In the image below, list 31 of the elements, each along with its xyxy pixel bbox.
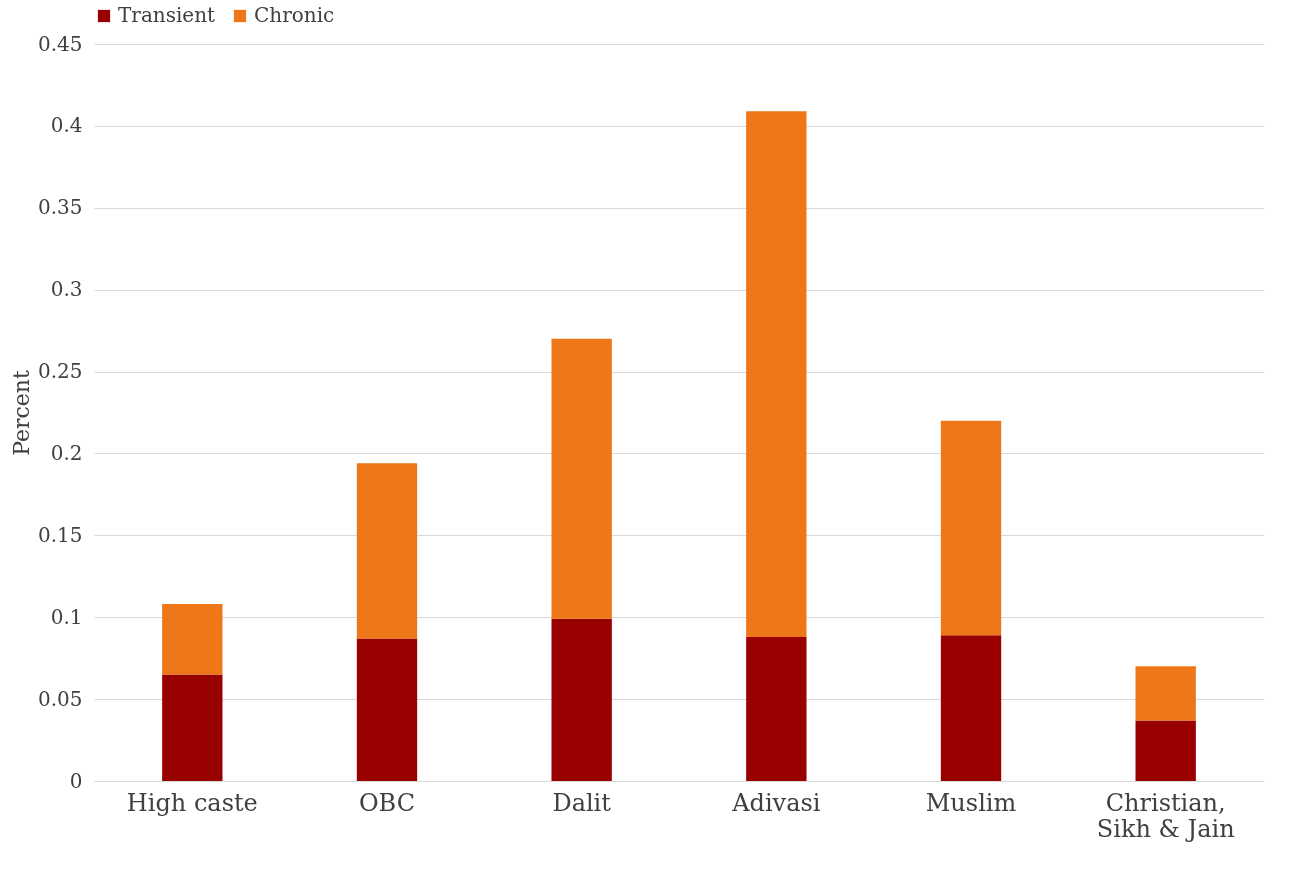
y-tick-label: 0.35 [37, 195, 83, 220]
bar [746, 111, 807, 637]
bar [551, 338, 612, 619]
bar [162, 674, 223, 781]
y-tick-label: 0.25 [37, 359, 83, 384]
y-tick-label: 0.4 [50, 113, 83, 138]
y-tick-label: 0 [69, 768, 83, 793]
legend-label: Transient [118, 3, 216, 27]
x-tick-label: High caste [126, 788, 258, 817]
x-tick-label: Dalit [552, 788, 612, 817]
bar [356, 638, 418, 781]
bar [1135, 720, 1196, 781]
bar [1135, 666, 1196, 721]
y-tick-label: 0.3 [50, 277, 83, 302]
y-tick-label: 0.1 [50, 604, 83, 629]
bar [356, 463, 418, 639]
x-tick-label: Muslim [925, 788, 1017, 817]
y-tick-label: 0.05 [37, 686, 83, 711]
x-tick-label: OBC [358, 788, 416, 817]
bar [162, 604, 223, 675]
x-tick-label: Adivasi [731, 788, 821, 817]
x-tick-label: Christian, Sikh & Jain [1096, 788, 1235, 843]
y-axis-title: Percent [8, 369, 34, 456]
y-tick-label: 0.2 [50, 440, 83, 465]
y-tick-label: 0.15 [37, 522, 83, 547]
bar [551, 618, 612, 781]
bar [940, 635, 1002, 781]
y-tick-label: 0.45 [37, 31, 83, 56]
legend-label: Chronic [254, 3, 335, 27]
bar [746, 636, 807, 781]
bar [940, 420, 1002, 636]
